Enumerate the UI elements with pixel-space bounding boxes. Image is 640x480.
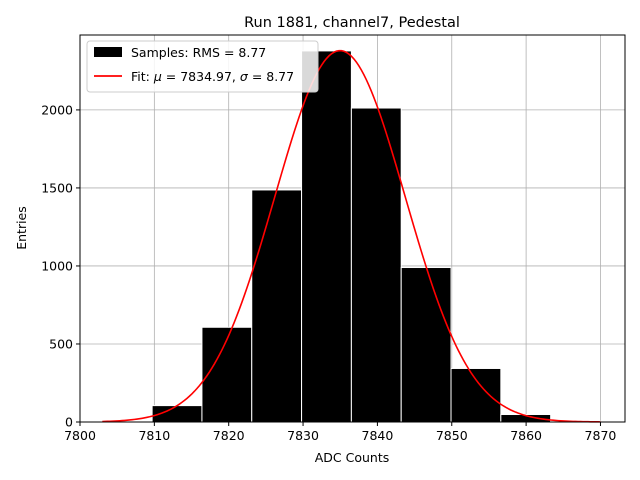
- x-axis-ticks: 7800 7810 7820 7830 7840 7850 7860 7870: [64, 422, 616, 443]
- histogram-bar: [400, 267, 452, 423]
- legend-fit-sigma-symbol: σ: [240, 69, 249, 84]
- x-tick-label: 7810: [138, 428, 170, 443]
- fit-curve-layer: [102, 49, 601, 423]
- x-tick-label: 7820: [213, 428, 245, 443]
- y-axis-ticks: 0 500 1000 1500 2000: [41, 102, 80, 430]
- fit-curve: [102, 49, 601, 423]
- x-tick-label: 7860: [510, 428, 542, 443]
- y-tick-label: 1000: [41, 258, 73, 273]
- legend-samples-swatch: [94, 47, 122, 57]
- legend-samples-label: Samples: RMS = 8.77: [131, 45, 266, 60]
- histogram-bar: [301, 50, 352, 423]
- x-tick-label: 7870: [585, 428, 617, 443]
- x-axis-label: ADC Counts: [315, 450, 390, 465]
- plot-frame: [79, 34, 626, 423]
- y-axis-label: Entries: [14, 206, 29, 250]
- x-tick-label: 7800: [64, 428, 96, 443]
- y-tick-label: 1500: [41, 180, 73, 195]
- histogram-bars: [101, 50, 601, 423]
- legend-fit-sigma-value: = 8.77: [252, 69, 294, 84]
- legend-fit-label: Fit: μ = 7834.97, σ = 8.77: [131, 69, 294, 84]
- x-tick-label: 7830: [287, 428, 319, 443]
- histogram-bar: [450, 367, 502, 423]
- y-tick-label: 0: [65, 415, 73, 430]
- chart-title: Run 1881, channel7, Pedestal: [244, 15, 460, 31]
- histogram-bar: [251, 189, 303, 423]
- y-tick-label: 500: [49, 336, 73, 351]
- legend: Samples: RMS = 8.77 Fit: μ = 7834.97, σ …: [86, 40, 319, 93]
- histogram-bar: [350, 107, 402, 423]
- x-tick-label: 7850: [436, 428, 468, 443]
- legend-fit-prefix: Fit:: [131, 69, 154, 84]
- y-tick-label: 2000: [41, 102, 73, 117]
- legend-fit-mu-value: = 7834.97,: [166, 69, 236, 84]
- legend-fit-mu-symbol: μ: [153, 69, 162, 84]
- x-tick-label: 7840: [362, 428, 394, 443]
- legend-box: [86, 40, 319, 93]
